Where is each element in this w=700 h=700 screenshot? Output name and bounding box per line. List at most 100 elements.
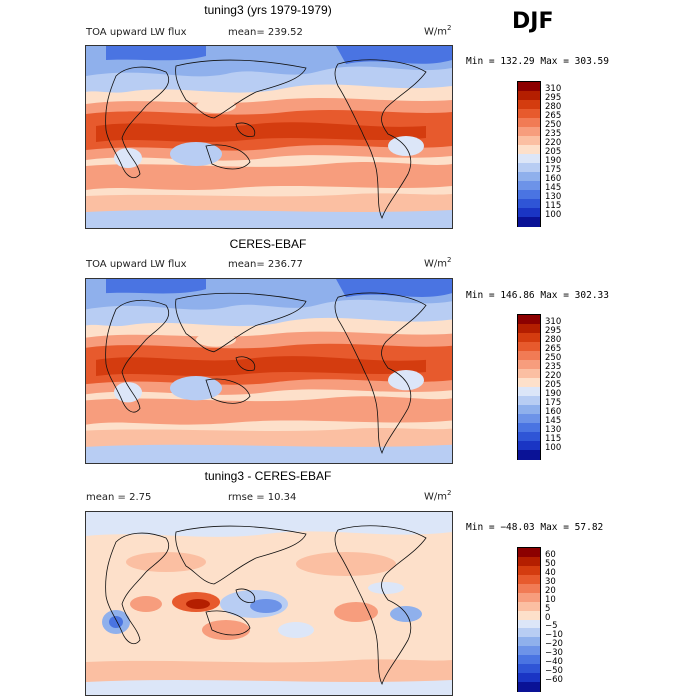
panel3-rmse: rmse = 10.34 [228, 492, 297, 503]
colorbar-label: 295 [545, 93, 562, 103]
colorbar-label: 145 [545, 416, 562, 426]
colorbar-segment [518, 351, 540, 361]
colorbar-label: 160 [545, 174, 562, 184]
colorbar-segment [518, 565, 540, 576]
colorbar-label: 310 [545, 84, 562, 94]
panel1-colorbar [517, 81, 541, 227]
colorbar-label: −20 [545, 639, 563, 650]
colorbar-segment [518, 163, 540, 173]
panel1-units: W/m2 [424, 24, 452, 38]
colorbar-label: 280 [545, 102, 562, 112]
colorbar-label: 220 [545, 371, 562, 381]
colorbar-label: 175 [545, 398, 562, 408]
colorbar-label: 205 [545, 147, 562, 157]
colorbar-segment [518, 414, 540, 424]
panel2-mean: mean= 236.77 [228, 259, 303, 270]
panel2-map [85, 278, 453, 464]
colorbar-label: 115 [545, 201, 562, 211]
colorbar-segment [518, 655, 540, 665]
colorbar-label: 0 [545, 612, 551, 623]
colorbar-segment [518, 682, 540, 692]
colorbar-label: 280 [545, 335, 562, 345]
colorbar-label: 130 [545, 425, 562, 435]
panel1-variable: TOA upward LW flux [86, 27, 187, 38]
panel2-colorbar [517, 314, 541, 460]
colorbar-segment [518, 628, 540, 638]
colorbar-segment [518, 396, 540, 406]
panel2-minmax: Min = 146.86 Max = 302.33 [466, 290, 609, 301]
colorbar-label: −60 [545, 675, 563, 686]
colorbar-segment [518, 423, 540, 433]
colorbar-label: 295 [545, 326, 562, 336]
panel3-mean: mean = 2.75 [86, 492, 152, 503]
colorbar-segment [518, 217, 540, 227]
colorbar-label: 220 [545, 138, 562, 148]
season-label: DJF [512, 9, 554, 34]
panel2-units: W/m2 [424, 256, 452, 270]
colorbar-segment [518, 324, 540, 334]
colorbar-label: 160 [545, 407, 562, 417]
colorbar-segment [518, 432, 540, 442]
panel3-units: W/m2 [424, 489, 452, 503]
colorbar-label: 235 [545, 362, 562, 372]
colorbar-segment [518, 333, 540, 343]
colorbar-segment [518, 208, 540, 218]
panel3-minmax: Min = −48.03 Max = 57.82 [466, 522, 604, 533]
panel2-title: CERES-EBAF [229, 237, 307, 251]
panel1-minmax: Min = 132.29 Max = 303.59 [466, 56, 609, 67]
colorbar-label: 190 [545, 389, 562, 399]
colorbar-segment [518, 673, 540, 683]
panel1-map [85, 45, 453, 229]
colorbar-segment [518, 82, 540, 92]
colorbar-segment [518, 574, 540, 585]
colorbar-segment [518, 369, 540, 379]
colorbar-label: 175 [545, 165, 562, 175]
colorbar-label: 190 [545, 156, 562, 166]
colorbar-segment [518, 154, 540, 164]
colorbar-label: 235 [545, 129, 562, 139]
colorbar-segment [518, 360, 540, 370]
colorbar-segment [518, 601, 540, 612]
colorbar-label: 10 [545, 594, 556, 605]
colorbar-segment [518, 190, 540, 200]
colorbar-label: −5 [545, 621, 558, 632]
colorbar-segment [518, 441, 540, 451]
colorbar-label: 5 [545, 603, 551, 614]
colorbar-segment [518, 91, 540, 101]
colorbar-segment [518, 136, 540, 146]
colorbar-segment [518, 118, 540, 128]
colorbar-segment [518, 387, 540, 397]
colorbar-label: 250 [545, 120, 562, 130]
colorbar-segment [518, 610, 540, 620]
colorbar-segment [518, 548, 540, 558]
colorbar-label: 115 [545, 434, 562, 444]
colorbar-segment [518, 100, 540, 110]
colorbar-label: 40 [545, 567, 556, 578]
colorbar-segment [518, 646, 540, 656]
colorbar-label: 20 [545, 585, 556, 596]
colorbar-label: −10 [545, 630, 563, 641]
colorbar-label: 205 [545, 380, 562, 390]
colorbar-label: −40 [545, 657, 563, 668]
panel2-variable: TOA upward LW flux [86, 259, 187, 270]
colorbar-segment [518, 619, 540, 629]
panel3-title: tuning3 - CERES-EBAF [204, 469, 332, 483]
colorbar-segment [518, 405, 540, 415]
colorbar-label: 60 [545, 549, 556, 560]
colorbar-segment [518, 145, 540, 155]
colorbar-segment [518, 315, 540, 325]
colorbar-segment [518, 109, 540, 119]
colorbar-segment [518, 181, 540, 191]
panel3-colorbar [517, 547, 541, 692]
panel1-title: tuning3 (yrs 1979-1979) [204, 3, 332, 17]
panel3-map [85, 511, 453, 696]
colorbar-segment [518, 127, 540, 137]
colorbar-label: 100 [545, 443, 562, 453]
colorbar-segment [518, 592, 540, 603]
colorbar-label: 130 [545, 192, 562, 202]
colorbar-label: 265 [545, 344, 562, 354]
colorbar-label: 250 [545, 353, 562, 363]
colorbar-label: 30 [545, 576, 556, 587]
colorbar-label: 50 [545, 558, 556, 569]
colorbar-segment [518, 199, 540, 209]
